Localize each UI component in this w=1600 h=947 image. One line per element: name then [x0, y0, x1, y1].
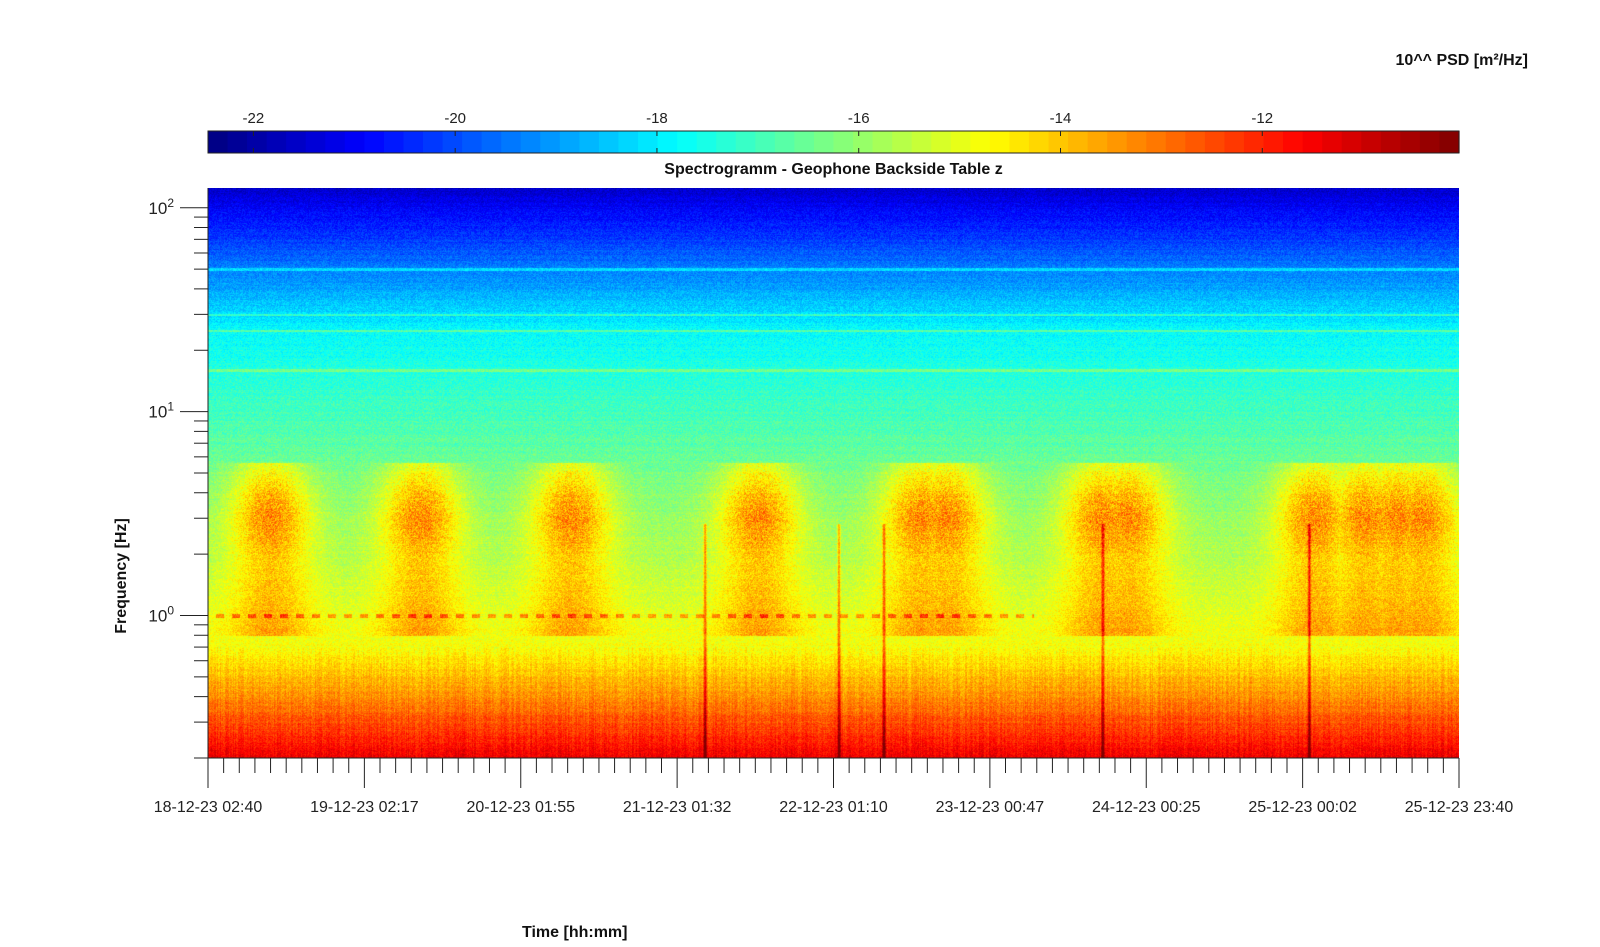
colorbar-segment	[833, 131, 854, 153]
x-tick-label: 25-12-23 00:02	[1248, 799, 1357, 816]
colorbar-segment	[1380, 131, 1401, 153]
colorbar-segment	[247, 131, 268, 153]
colorbar-segment	[481, 131, 502, 153]
colorbar-segment	[286, 131, 307, 153]
colorbar-segment	[364, 131, 385, 153]
colorbar-segment	[638, 131, 659, 153]
x-tick-label: 18-12-23 02:40	[154, 799, 263, 816]
colorbar-segment	[227, 131, 248, 153]
x-tick-label: 22-12-23 01:10	[779, 799, 888, 816]
colorbar-segment	[1302, 131, 1323, 153]
x-tick-label: 23-12-23 00:47	[936, 799, 1045, 816]
x-tick-label: 21-12-23 01:32	[623, 799, 732, 816]
colorbar-tick-label: -20	[444, 110, 466, 127]
y-axis: 100 101 102	[148, 188, 209, 759]
colorbar-segment	[344, 131, 365, 153]
y-axis-label: Frequency [Hz]	[113, 518, 130, 634]
colorbar-tick-label: -18	[646, 110, 668, 127]
colorbar-segment	[383, 131, 405, 153]
colorbar: -22 -20 -18 -16 -14 -12	[207, 110, 1460, 154]
colorbar-segment	[931, 131, 952, 153]
colorbar-segment	[677, 131, 698, 153]
colorbar-segment	[1126, 131, 1147, 153]
colorbar-segment	[1341, 131, 1362, 153]
x-tick-label: 24-12-23 00:25	[1092, 799, 1201, 816]
colorbar-segment	[1165, 131, 1186, 153]
colorbar-segment	[1283, 131, 1304, 153]
colorbar-segment	[1419, 131, 1441, 153]
y-tick-label: 101	[148, 400, 174, 422]
colorbar-segment	[755, 131, 776, 153]
colorbar-segment	[989, 131, 1011, 153]
colorbar-segment	[266, 131, 287, 153]
colorbar-segment	[501, 131, 522, 153]
colorbar-segment	[520, 131, 541, 153]
y-tick-label: 100	[148, 604, 174, 626]
x-axis-label: Time [hh:mm]	[522, 924, 628, 941]
colorbar-segment	[1263, 131, 1284, 153]
colorbar-segment	[598, 131, 620, 153]
colorbar-segment	[970, 131, 991, 153]
colorbar-segment	[208, 131, 229, 153]
colorbar-segment	[853, 131, 874, 153]
colorbar-segment	[559, 131, 580, 153]
colorbar-segment	[1028, 131, 1050, 153]
colorbar-segment	[1243, 131, 1265, 153]
colorbar-segment	[1400, 131, 1421, 153]
colorbar-segment	[1048, 131, 1069, 153]
colorbar-segment	[1224, 131, 1245, 153]
plot-area	[208, 188, 1459, 758]
colorbar-segment	[892, 131, 913, 153]
colorbar-segment	[423, 131, 444, 153]
chart-title: Spectrogramm - Geophone Backside Table z	[664, 161, 1003, 178]
colorbar-segment	[618, 131, 639, 153]
colorbar-tick-label: -12	[1251, 110, 1273, 127]
colorbar-tick-label: -14	[1050, 110, 1072, 127]
colorbar-frame	[207, 130, 1460, 154]
colorbar-segment	[911, 131, 932, 153]
colorbar-segment	[325, 131, 346, 153]
colorbar-segment	[540, 131, 561, 153]
colorbar-tick-label: -16	[848, 110, 870, 127]
x-tick-label: 19-12-23 02:17	[310, 799, 419, 816]
colorbar-segment	[735, 131, 756, 153]
colorbar-segment	[657, 131, 678, 153]
colorbar-segment	[403, 131, 424, 153]
y-tick-label: 102	[148, 196, 174, 218]
colorbar-segment	[442, 131, 463, 153]
colorbar-segment	[774, 131, 796, 153]
colorbar-segment	[696, 131, 717, 153]
colorbar-segment	[813, 131, 835, 153]
colorbar-segment	[1087, 131, 1108, 153]
x-tick-label: 20-12-23 01:55	[466, 799, 575, 816]
spectrogram-image	[208, 188, 1459, 758]
colorbar-segment	[579, 131, 600, 153]
x-tick-label: 25-12-23 23:40	[1405, 799, 1514, 816]
colorbar-segment	[1107, 131, 1128, 153]
x-axis: 18-12-23 02:40 19-12-23 02:17 20-12-23 01:…	[154, 757, 1514, 816]
colorbar-segment	[1322, 131, 1343, 153]
colorbar-segment	[1185, 131, 1206, 153]
colorbar-segment	[1439, 131, 1460, 153]
colorbar-tick-label: -22	[243, 110, 265, 127]
colorbar-segment	[462, 131, 483, 153]
colorbar-segment	[1068, 131, 1089, 153]
colorbar-segment	[1009, 131, 1030, 153]
colorbar-label: 10^^ PSD [m²/Hz]	[1395, 52, 1528, 69]
colorbar-segment	[950, 131, 971, 153]
colorbar-segment	[794, 131, 815, 153]
colorbar-segment	[716, 131, 737, 153]
colorbar-segment	[1146, 131, 1167, 153]
colorbar-segment	[872, 131, 893, 153]
colorbar-segment	[1204, 131, 1226, 153]
colorbar-segment	[1361, 131, 1382, 153]
colorbar-segment	[305, 131, 326, 153]
